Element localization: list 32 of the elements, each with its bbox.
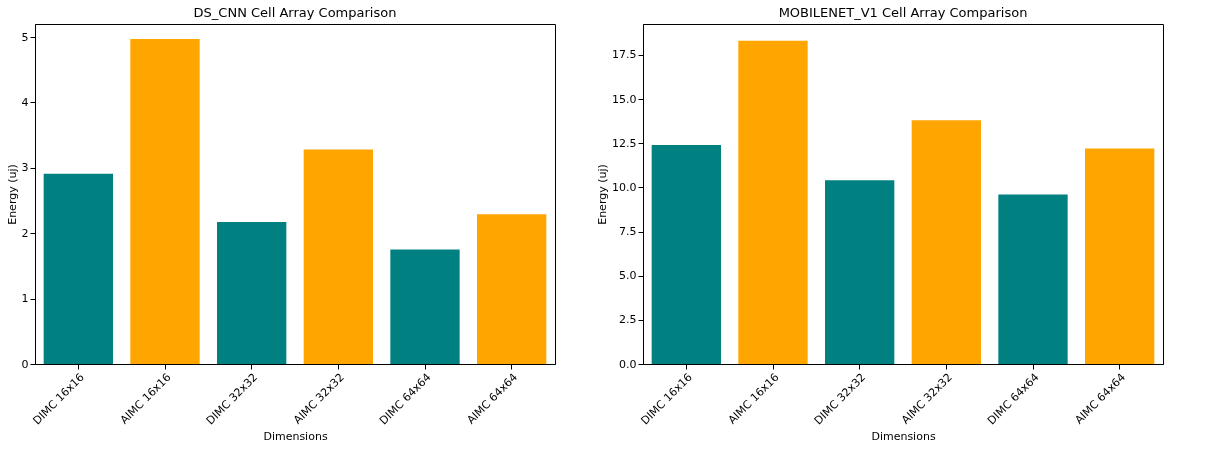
y-tick-label: 5 xyxy=(21,30,29,44)
bar xyxy=(738,40,808,364)
x-axis-title: Dimensions xyxy=(871,429,936,443)
y-tick-label: 17.5 xyxy=(612,48,637,62)
y-tick-label: 3 xyxy=(21,161,29,175)
y-axis-title: Energy (uj) xyxy=(5,164,19,225)
chart-title: MOBILENET_V1 Cell Array Comparison xyxy=(778,5,1028,20)
y-tick-label: 5.0 xyxy=(619,269,637,283)
x-axis-title: Dimensions xyxy=(263,429,328,443)
bar xyxy=(43,173,113,364)
bar xyxy=(998,194,1068,364)
y-tick-label: 2 xyxy=(21,226,29,240)
y-axis-title: Energy (uj) xyxy=(596,164,610,225)
bar xyxy=(651,144,721,364)
bar xyxy=(390,249,460,364)
y-tick-label: 12.5 xyxy=(612,136,637,150)
y-tick-label: 15.0 xyxy=(612,92,637,106)
y-tick-label: 7.5 xyxy=(619,225,637,239)
bar xyxy=(1085,148,1155,364)
bar xyxy=(911,120,981,364)
y-tick-label: 2.5 xyxy=(619,313,637,327)
bar xyxy=(825,180,895,364)
chart-title: DS_CNN Cell Array Comparison xyxy=(193,5,397,20)
y-tick-label: 10.0 xyxy=(612,180,637,194)
y-tick-label: 1 xyxy=(21,292,29,306)
y-tick-label: 0.0 xyxy=(619,357,637,371)
bar xyxy=(477,214,547,364)
bar xyxy=(130,39,200,364)
bar xyxy=(303,149,373,364)
y-tick-label: 0 xyxy=(21,357,29,371)
bar xyxy=(217,222,287,364)
y-tick-label: 4 xyxy=(21,95,29,109)
